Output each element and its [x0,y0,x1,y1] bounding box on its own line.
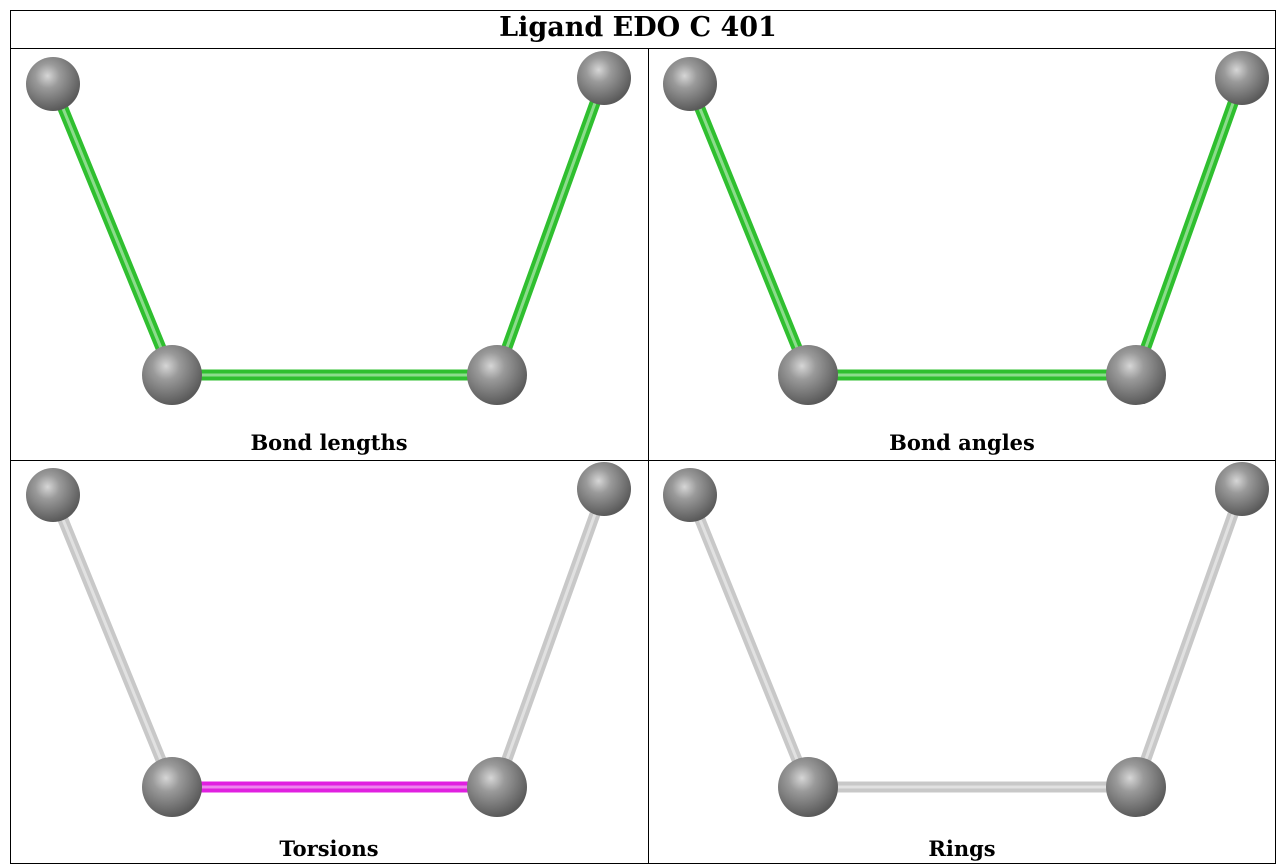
bond-3 [1130,72,1248,381]
bond-3-highlight [495,487,606,789]
atom [663,468,717,522]
bond-1 [47,78,178,381]
bond-3-highlight [495,76,606,377]
atom [663,57,717,111]
atom [142,757,202,817]
bond-1-highlight [51,82,174,377]
atom [577,51,631,105]
bond-1-highlight [688,82,810,377]
caption-torsions: Torsions [279,836,379,861]
atom [142,345,202,405]
atom [26,57,80,111]
bond-1-highlight [51,493,174,789]
caption-bond-lengths: Bond lengths [250,430,408,455]
atom [778,345,838,405]
molecule-structure [663,462,1269,817]
molecule-structure [26,51,631,405]
bond-3 [491,483,610,793]
bond-3-highlight [1134,487,1244,789]
bond-1-highlight [688,493,810,789]
atom [1215,51,1269,105]
atom [1106,757,1166,817]
atom [1215,462,1269,516]
panel-bond-lengths [26,51,631,405]
caption-bond-angles: Bond angles [889,430,1035,455]
atom [778,757,838,817]
figure-title: Ligand EDO C 401 [499,12,777,43]
atom [577,462,631,516]
caption-rings: Rings [928,836,996,861]
atom [1106,345,1166,405]
molecule-structure [26,462,631,817]
atom [26,468,80,522]
bond-1 [47,489,178,793]
panel-rings [663,462,1269,817]
bond-3 [1130,483,1248,793]
panel-torsions [26,462,631,817]
atom [467,757,527,817]
molecule-structure [663,51,1269,405]
bond-3-highlight [1134,76,1244,377]
bond-1 [684,78,814,381]
bond-1 [684,489,814,793]
bond-3 [491,72,610,381]
panel-bond-angles [663,51,1269,405]
atom [467,345,527,405]
